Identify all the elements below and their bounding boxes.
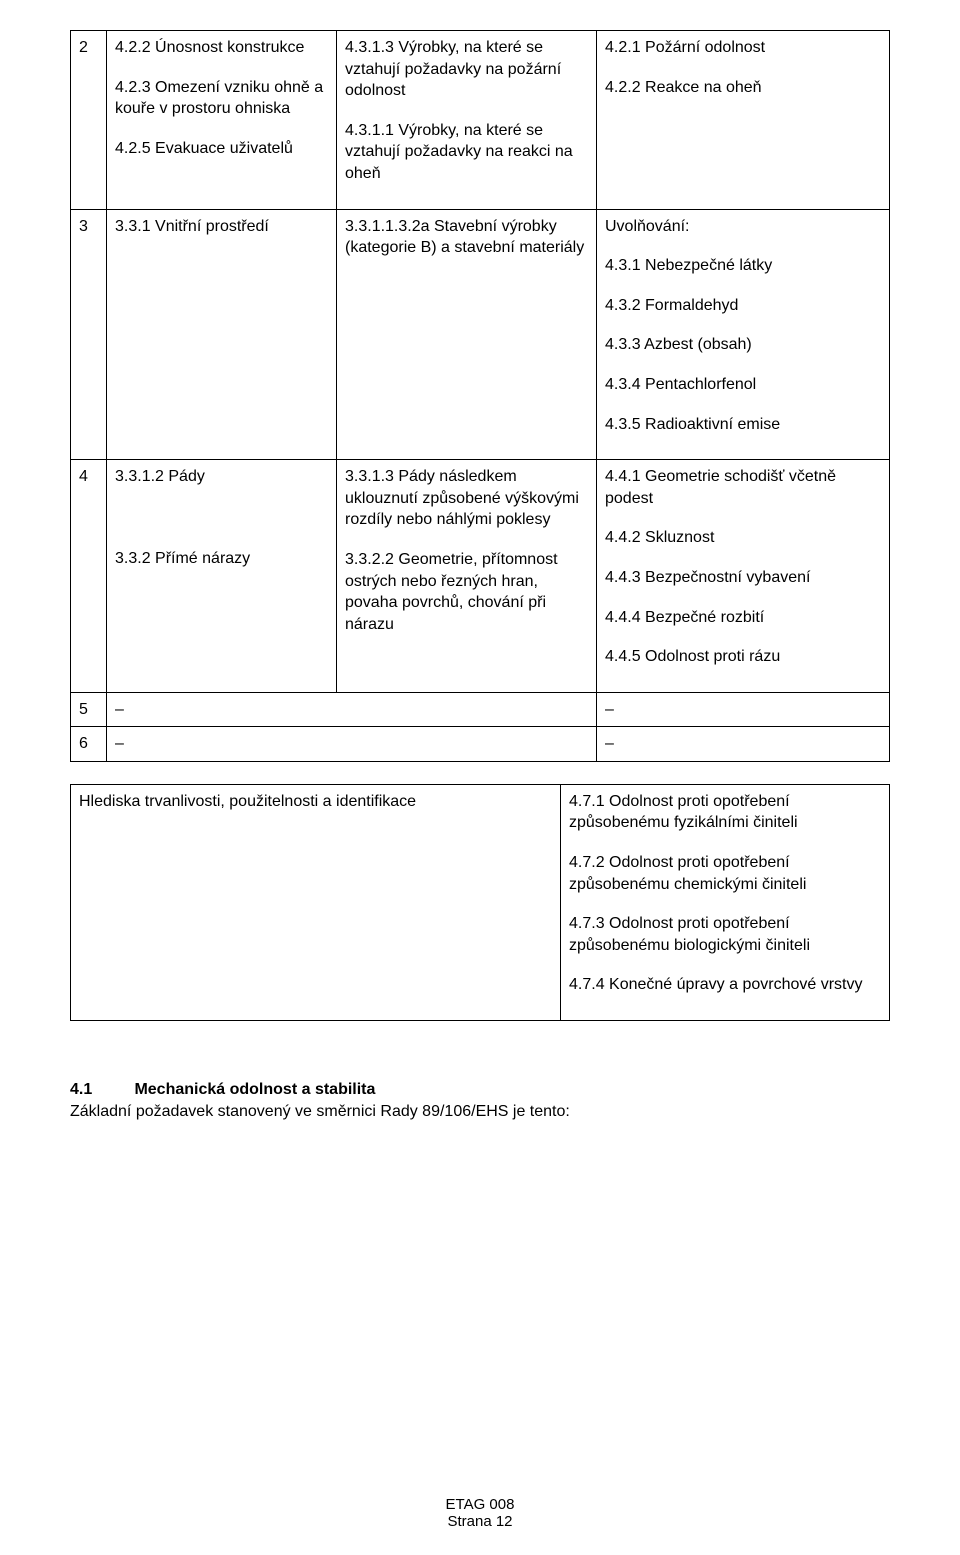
footer-line: ETAG 008 bbox=[0, 1496, 960, 1513]
table-row: 2 4.2.2 Únosnost konstrukce 4.2.3 Omezen… bbox=[71, 31, 890, 210]
cell: Uvolňování: 4.3.1 Nebezpečné látky 4.3.2… bbox=[597, 209, 890, 460]
cell-text: 4.4.5 Odolnost proti rázu bbox=[605, 646, 881, 668]
cell-text: 4.2.2 Únosnost konstrukce bbox=[115, 37, 328, 59]
cell: 3.3.1 Vnitřní prostředí bbox=[107, 209, 337, 460]
section-title: Mechanická odolnost a stabilita bbox=[134, 1081, 375, 1098]
cell-text: 4.3.2 Formaldehyd bbox=[605, 295, 881, 317]
cell-text: 4.3.1.1 Výrobky, na které se vztahují po… bbox=[345, 120, 588, 185]
cell-text: 3.3.1.2 Pády bbox=[115, 466, 328, 488]
table-row: 6 – – bbox=[71, 727, 890, 762]
section-number: 4.1 bbox=[70, 1081, 130, 1099]
page: 2 4.2.2 Únosnost konstrukce 4.2.3 Omezen… bbox=[0, 0, 960, 1555]
cell: Hlediska trvanlivosti, použitelnosti a i… bbox=[71, 784, 561, 1020]
cell: – bbox=[597, 692, 890, 727]
cell-text: 4.2.5 Evakuace uživatelů bbox=[115, 138, 328, 160]
cell-text: 3.3.1.3 Pády následkem uklouznutí způsob… bbox=[345, 466, 588, 531]
cell: – bbox=[107, 727, 597, 762]
cell-text: 4.4.4 Bezpečné rozbití bbox=[605, 607, 881, 629]
table-row: 4 3.3.1.2 Pády 3.3.2 Přímé nárazy 3.3.1.… bbox=[71, 460, 890, 693]
cell: 4.3.1.3 Výrobky, na které se vztahují po… bbox=[337, 31, 597, 210]
cell-text: 3.3.2.2 Geometrie, přítomnost ostrých ne… bbox=[345, 549, 588, 635]
cell-text: 4.7.3 Odolnost proti opotřebení způsoben… bbox=[569, 913, 881, 956]
row-index: 4 bbox=[71, 460, 107, 693]
cell: 3.3.1.2 Pády 3.3.2 Přímé nárazy bbox=[107, 460, 337, 693]
hlediska-table: Hlediska trvanlivosti, použitelnosti a i… bbox=[70, 784, 890, 1021]
row-index: 2 bbox=[71, 31, 107, 210]
cell-text: 4.4.1 Geometrie schodišť včetně podest bbox=[605, 466, 881, 509]
cell: 4.7.1 Odolnost proti opotřebení způsoben… bbox=[561, 784, 890, 1020]
footer-line: Strana 12 bbox=[0, 1513, 960, 1530]
table-row: Hlediska trvanlivosti, použitelnosti a i… bbox=[71, 784, 890, 1020]
cell-text: 4.2.1 Požární odolnost bbox=[605, 37, 881, 59]
cell: – bbox=[107, 692, 597, 727]
cell: – bbox=[597, 727, 890, 762]
cell-text: 4.3.3 Azbest (obsah) bbox=[605, 334, 881, 356]
cell: 4.2.2 Únosnost konstrukce 4.2.3 Omezení … bbox=[107, 31, 337, 210]
cell-text: 4.3.5 Radioaktivní emise bbox=[605, 414, 881, 436]
cell-text: 4.7.2 Odolnost proti opotřebení způsoben… bbox=[569, 852, 881, 895]
cell-text: 4.3.4 Pentachlorfenol bbox=[605, 374, 881, 396]
row-index: 5 bbox=[71, 692, 107, 727]
table-row: 3 3.3.1 Vnitřní prostředí 3.3.1.1.3.2a S… bbox=[71, 209, 890, 460]
cell: 4.2.1 Požární odolnost 4.2.2 Reakce na o… bbox=[597, 31, 890, 210]
section-heading: 4.1 Mechanická odolnost a stabilita bbox=[70, 1081, 890, 1099]
cell-text: 4.2.3 Omezení vzniku ohně a kouře v pros… bbox=[115, 77, 328, 120]
cell-text: 4.4.3 Bezpečnostní vybavení bbox=[605, 567, 881, 589]
main-table: 2 4.2.2 Únosnost konstrukce 4.2.3 Omezen… bbox=[70, 30, 890, 762]
cell-text: Uvolňování: bbox=[605, 216, 881, 238]
cell-text: 4.7.4 Konečné úpravy a povrchové vrstvy bbox=[569, 974, 881, 996]
page-footer: ETAG 008 Strana 12 bbox=[0, 1496, 960, 1530]
cell: 3.3.1.3 Pády následkem uklouznutí způsob… bbox=[337, 460, 597, 693]
section-body: Základní požadavek stanovený ve směrnici… bbox=[70, 1103, 890, 1121]
row-index: 6 bbox=[71, 727, 107, 762]
cell-text: 4.3.1 Nebezpečné látky bbox=[605, 255, 881, 277]
cell-text: 4.3.1.3 Výrobky, na které se vztahují po… bbox=[345, 37, 588, 102]
table-row: 5 – – bbox=[71, 692, 890, 727]
cell: 4.4.1 Geometrie schodišť včetně podest 4… bbox=[597, 460, 890, 693]
cell: 3.3.1.1.3.2a Stavební výrobky (kategorie… bbox=[337, 209, 597, 460]
cell-text: 3.3.2 Přímé nárazy bbox=[115, 548, 328, 570]
row-index: 3 bbox=[71, 209, 107, 460]
cell-text: 4.7.1 Odolnost proti opotřebení způsoben… bbox=[569, 791, 881, 834]
cell-text: 4.4.2 Skluznost bbox=[605, 527, 881, 549]
cell-text: 4.2.2 Reakce na oheň bbox=[605, 77, 881, 99]
